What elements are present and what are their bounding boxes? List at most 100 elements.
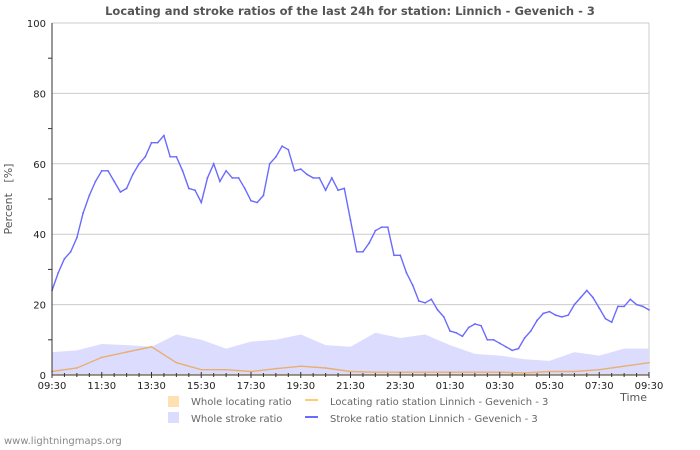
station-stroke-line-point (449, 330, 451, 332)
legend-label-station-locating: Locating ratio station Linnich - Gevenic… (330, 397, 548, 408)
station-stroke-line-point (486, 338, 489, 341)
station-stroke-line-point (88, 194, 91, 197)
x-tick-label: 19:30 (286, 381, 315, 392)
legend-swatch-station-locating (305, 399, 318, 401)
station-stroke-line-point (380, 226, 383, 229)
y-tick-label: 20 (33, 301, 46, 312)
legend-label-whole-stroke: Whole stroke ratio (191, 414, 282, 425)
station-locating-line-point (623, 365, 626, 368)
station-stroke-line-point (455, 331, 458, 334)
station-stroke-line-point (138, 162, 140, 165)
station-stroke-line-point (163, 134, 165, 137)
station-stroke-line-point (355, 250, 358, 253)
station-locating-line-point (200, 368, 203, 371)
station-stroke-line-point (498, 342, 501, 345)
station-stroke-line-point (100, 169, 103, 172)
station-stroke-line-point (256, 201, 259, 204)
legend-label-whole-locating: Whole locating ratio (191, 397, 292, 408)
station-stroke-line-point (274, 155, 277, 158)
station-stroke-line-point (399, 254, 402, 257)
station-locating-line-point (374, 371, 377, 374)
station-locating-line-point (548, 370, 551, 373)
station-stroke-line-point (75, 236, 78, 239)
station-stroke-line-point (349, 219, 352, 222)
whole-stroke-area (52, 332, 649, 375)
station-stroke-line-point (219, 180, 221, 183)
station-locating-line-point (473, 371, 476, 374)
station-locating-line-point (250, 370, 252, 373)
station-stroke-line-point (194, 189, 196, 192)
station-stroke-line-point (318, 176, 321, 179)
station-stroke-line-point (436, 308, 439, 311)
station-stroke-line-point (467, 326, 470, 329)
station-locating-line-point (349, 370, 352, 373)
station-stroke-line-point (57, 272, 60, 274)
x-axis-label: Time (619, 391, 647, 404)
station-stroke-line-point (579, 296, 582, 299)
station-stroke-line-point (337, 189, 339, 192)
x-tick-label: 13:30 (137, 381, 166, 392)
station-stroke-line-point (156, 141, 159, 144)
y-tick-label: 100 (27, 19, 46, 30)
station-stroke-line-point (181, 169, 184, 172)
station-stroke-line-point (623, 305, 626, 308)
x-tick-label: 11:30 (87, 381, 116, 392)
legend-swatch-whole-stroke (168, 412, 179, 423)
station-locating-line-point (573, 370, 576, 373)
station-stroke-line-point (107, 169, 109, 172)
station-stroke-line-point (144, 155, 147, 158)
legend-label-station-stroke: Stroke ratio station Linnich - Gevenich … (330, 414, 538, 425)
x-tick-label: 23:30 (386, 381, 415, 392)
y-tick-label: 60 (33, 160, 46, 171)
station-stroke-line-point (567, 314, 570, 317)
station-locating-line-point (274, 367, 277, 370)
station-stroke-line-point (293, 169, 296, 172)
x-tick-label: 05:30 (535, 381, 564, 392)
legend: Whole locating ratio Whole stroke ratio … (168, 396, 548, 425)
station-stroke-line-point (573, 303, 576, 306)
station-stroke-line-point (523, 337, 526, 339)
station-locating-line-point (648, 361, 650, 364)
station-stroke-line-point (306, 173, 308, 176)
station-stroke-line-point (368, 242, 371, 244)
station-stroke-line-point (554, 314, 557, 317)
station-locating-line-point (424, 371, 427, 374)
station-stroke-line-point (175, 155, 178, 158)
station-stroke-line-point (237, 176, 240, 179)
station-locating-line-point (100, 356, 103, 359)
station-stroke-line-point (150, 141, 153, 144)
station-stroke-line-point (231, 176, 234, 179)
station-stroke-line-point (542, 312, 545, 315)
station-stroke-line-point (418, 300, 420, 302)
station-locating-line-point (150, 345, 153, 348)
station-locating-line-point (75, 367, 78, 369)
station-stroke-line-point (604, 317, 607, 320)
station-locating-line-point (225, 368, 228, 371)
station-stroke-line-point (617, 305, 619, 308)
station-stroke-line-point (330, 176, 333, 179)
area-series (52, 332, 649, 375)
station-stroke-line-point (250, 199, 252, 202)
station-stroke-line-point (206, 176, 209, 179)
station-locating-line-point (299, 365, 302, 368)
station-stroke-line-point (131, 173, 134, 176)
x-tick-label: 03:30 (485, 381, 514, 392)
station-stroke-line-point (473, 323, 476, 325)
y-tick-label: 80 (33, 89, 46, 100)
station-stroke-line-point (492, 338, 495, 341)
station-stroke-line-point (212, 162, 215, 165)
station-stroke-line-point (442, 316, 445, 318)
y-tick-label: 40 (33, 230, 46, 241)
station-stroke-line-point (362, 250, 364, 253)
station-stroke-line-point (648, 308, 650, 311)
station-stroke-line-point (113, 180, 116, 183)
station-stroke-line-point (63, 257, 66, 260)
station-stroke-line-point (82, 212, 84, 214)
station-stroke-line-point (312, 176, 315, 179)
y-axis-label: Percent [%] (2, 164, 15, 235)
station-stroke-line-point (405, 272, 408, 274)
x-tick-label: 21:30 (336, 381, 365, 392)
x-tick-label: 09:30 (635, 381, 664, 392)
footer-site-link[interactable]: www.lightningmaps.org (4, 436, 122, 447)
station-stroke-line-point (536, 319, 538, 322)
